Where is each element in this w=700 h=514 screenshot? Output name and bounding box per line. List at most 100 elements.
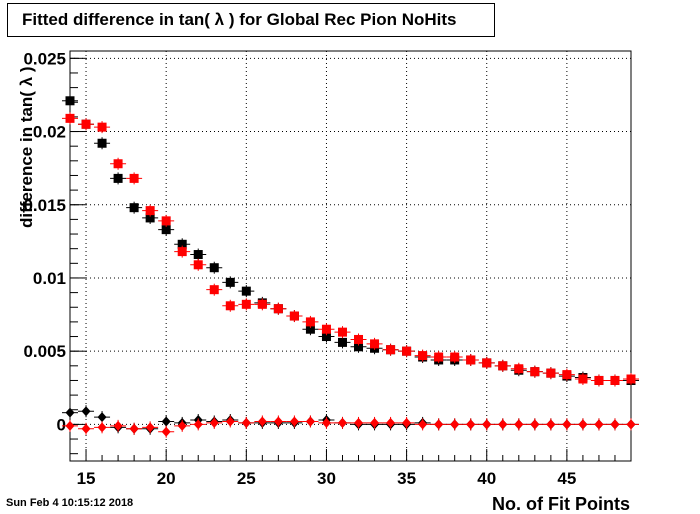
marker-diamond [177, 420, 187, 431]
x-tick-label: 30 [317, 469, 336, 488]
data-point [190, 248, 207, 261]
x-tick-label: 40 [477, 469, 496, 488]
marker-diamond [578, 419, 588, 430]
marker-diamond [594, 419, 604, 430]
data-point [174, 245, 191, 258]
data-point [94, 137, 111, 150]
data-point [462, 418, 479, 431]
marker-square [65, 96, 75, 106]
marker-square [466, 355, 476, 365]
marker-diamond [97, 412, 107, 423]
data-point [382, 343, 399, 356]
marker-square [65, 113, 75, 123]
data-point [446, 418, 463, 431]
y-tick-label: 0 [57, 415, 66, 434]
data-point [590, 418, 607, 431]
marker-diamond [273, 416, 283, 427]
data-point [510, 418, 527, 431]
y-tick-label: 0.01 [33, 269, 66, 288]
data-point [478, 356, 495, 369]
marker-square [434, 352, 444, 362]
data-point [62, 406, 78, 419]
data-point [366, 337, 383, 350]
marker-square [81, 119, 91, 129]
marker-diamond [482, 419, 492, 430]
y-tick-label: 0.005 [23, 342, 66, 361]
marker-square [450, 352, 460, 362]
marker-diamond [402, 417, 412, 428]
x-tick-label: 45 [557, 469, 576, 488]
data-point [606, 418, 623, 431]
data-point [574, 373, 591, 385]
data-point [206, 283, 223, 296]
marker-square [482, 358, 492, 368]
marker-diamond [450, 419, 460, 430]
marker-diamond [65, 420, 75, 431]
marker-diamond [65, 407, 75, 418]
data-point [174, 419, 191, 432]
marker-diamond [418, 419, 428, 430]
data-point [238, 416, 255, 429]
marker-square [354, 342, 364, 352]
marker-diamond [386, 417, 396, 428]
data-point [142, 204, 159, 217]
marker-square [97, 138, 107, 148]
marker-square [97, 122, 107, 132]
data-point [222, 415, 239, 428]
marker-square [209, 285, 219, 295]
marker-square [113, 159, 123, 169]
marker-square [337, 337, 347, 347]
data-point [78, 422, 95, 435]
data-point [62, 419, 78, 432]
marker-diamond [241, 417, 251, 428]
marker-diamond [113, 420, 123, 431]
marker-square [305, 317, 315, 327]
x-tick-label: 35 [397, 469, 416, 488]
marker-diamond [305, 416, 315, 427]
data-point [270, 302, 287, 315]
y-tick-label: 0.02 [33, 123, 66, 142]
marker-diamond [289, 416, 299, 427]
data-point [366, 416, 383, 429]
data-point [254, 415, 271, 428]
marker-diamond [562, 419, 572, 430]
data-point [414, 349, 431, 362]
data-point [334, 336, 351, 349]
data-point [510, 362, 527, 375]
data-point [398, 345, 415, 358]
data-point [350, 333, 367, 346]
marker-diamond [81, 423, 91, 434]
data-point [430, 351, 447, 364]
marker-square [337, 327, 347, 337]
data-point [238, 298, 255, 311]
data-point [542, 418, 559, 431]
data-point [414, 418, 431, 431]
data-point [270, 415, 287, 428]
data-point [590, 374, 607, 387]
data-point [190, 258, 207, 271]
marker-square [498, 361, 508, 371]
data-point [62, 94, 78, 107]
data-point [110, 172, 127, 185]
plot-frame [69, 50, 632, 462]
data-point [126, 422, 143, 435]
marker-diamond [321, 417, 331, 428]
marker-diamond [145, 422, 155, 433]
y-axis-label: difference in tan( λ ) [17, 66, 36, 228]
marker-square [321, 324, 331, 334]
marker-diamond [626, 419, 636, 430]
data-point [623, 373, 639, 385]
timestamp: Sun Feb 4 10:15:12 2018 [6, 497, 134, 509]
marker-diamond [225, 416, 235, 427]
data-point [62, 112, 78, 125]
data-point [206, 416, 223, 429]
marker-diamond [161, 416, 171, 427]
data-point [318, 323, 335, 336]
data-point [302, 415, 319, 428]
marker-square [145, 213, 155, 223]
data-point [334, 416, 351, 429]
data-point [222, 276, 239, 289]
data-point [494, 418, 511, 431]
data-point [382, 416, 399, 429]
data-point [302, 315, 319, 328]
